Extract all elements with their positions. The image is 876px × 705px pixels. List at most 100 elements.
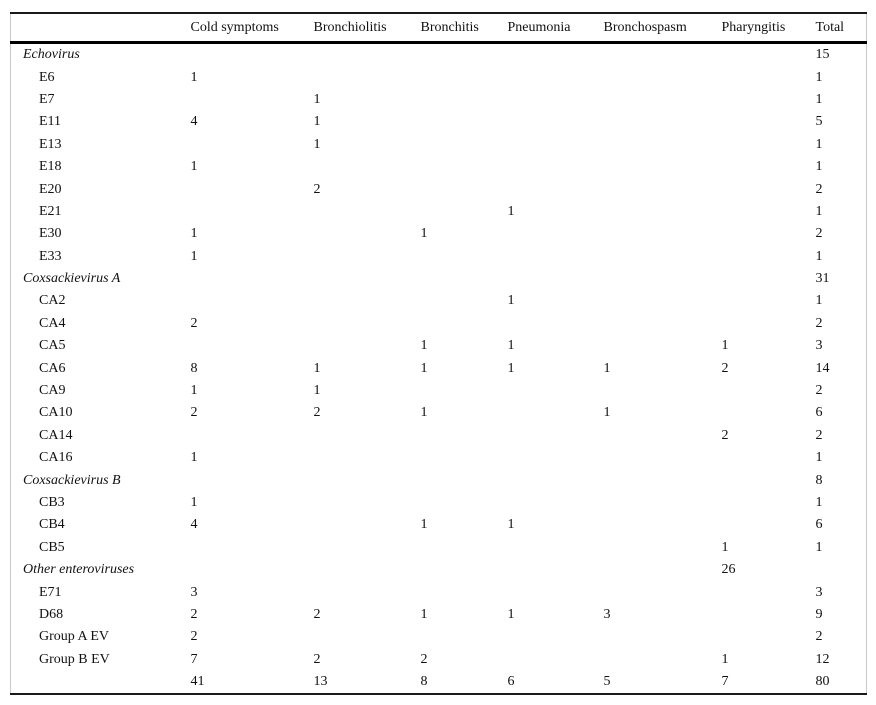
table-cell bbox=[421, 89, 508, 111]
table-cell: 1 bbox=[313, 360, 321, 376]
row-label: CA14 bbox=[39, 427, 73, 443]
table-cell bbox=[604, 425, 722, 447]
table-cell: 6 bbox=[507, 674, 515, 690]
table-cell bbox=[604, 649, 722, 671]
column-header-bronchiolitis: Bronchiolitis bbox=[313, 13, 421, 44]
table-cell bbox=[314, 246, 421, 268]
table-cell: 80 bbox=[815, 674, 830, 690]
table-cell bbox=[508, 492, 604, 514]
table-cell: 1 bbox=[815, 136, 823, 152]
table-cell bbox=[722, 447, 816, 469]
table-cell bbox=[604, 201, 722, 223]
table-cell bbox=[191, 201, 314, 223]
table-cell bbox=[421, 111, 508, 133]
table-cell bbox=[191, 537, 314, 559]
table-cell bbox=[421, 201, 508, 223]
table-cell: 2 bbox=[815, 315, 823, 331]
table-cell: 1 bbox=[815, 69, 823, 85]
table-cell bbox=[508, 380, 604, 402]
table-cell: 2 bbox=[190, 629, 198, 645]
row-label: Coxsackievirus A bbox=[23, 271, 121, 287]
table-cell bbox=[508, 246, 604, 268]
table-cell bbox=[421, 537, 508, 559]
table-row: E18 1 1 bbox=[11, 156, 867, 178]
table-cell bbox=[722, 246, 816, 268]
table-cell: 1 bbox=[420, 226, 428, 242]
table-cell bbox=[421, 425, 508, 447]
table-cell bbox=[722, 290, 816, 312]
table-cell bbox=[604, 313, 722, 335]
table-cell: 1 bbox=[815, 248, 823, 264]
table-cell bbox=[191, 290, 314, 312]
table-cell bbox=[604, 335, 722, 357]
table-cell bbox=[314, 581, 421, 603]
table-cell: 6 bbox=[815, 405, 823, 421]
table-cell bbox=[314, 223, 421, 245]
row-label: E18 bbox=[39, 159, 62, 175]
table-cell bbox=[508, 313, 604, 335]
table-cell bbox=[816, 559, 867, 581]
table-cell: 7 bbox=[721, 674, 729, 690]
table-cell: 1 bbox=[721, 338, 729, 354]
table-cell bbox=[421, 43, 508, 67]
table-cell bbox=[508, 402, 604, 424]
table-cell: 1 bbox=[507, 360, 515, 376]
table-cell bbox=[604, 268, 722, 290]
table-cell: 1 bbox=[420, 517, 428, 533]
table-cell: 3 bbox=[603, 606, 611, 622]
table-cell bbox=[722, 223, 816, 245]
row-label: E11 bbox=[39, 114, 62, 130]
table-row: Group B EV 7 2 2 1 12 bbox=[11, 649, 867, 671]
table-cell bbox=[508, 111, 604, 133]
table-cell bbox=[191, 43, 314, 67]
table-cell: 1 bbox=[190, 69, 198, 85]
row-label: CB4 bbox=[39, 517, 65, 533]
table-cell: 2 bbox=[420, 651, 428, 667]
row-label: E30 bbox=[39, 226, 62, 242]
table-cell: 3 bbox=[815, 338, 823, 354]
table-cell bbox=[722, 402, 816, 424]
table-row: E33 1 1 bbox=[11, 246, 867, 268]
table-cell: 3 bbox=[815, 584, 823, 600]
group-row: Coxsackievirus A 31 bbox=[11, 268, 867, 290]
table-cell: 1 bbox=[815, 159, 823, 175]
table-row: CA4 2 2 bbox=[11, 313, 867, 335]
table-cell bbox=[421, 380, 508, 402]
table-row: E7 1 1 bbox=[11, 89, 867, 111]
row-label: E33 bbox=[39, 248, 62, 264]
table-header: Cold symptoms Bronchiolitis Bronchitis P… bbox=[10, 13, 867, 44]
table-cell bbox=[508, 447, 604, 469]
table-cell: 1 bbox=[313, 91, 321, 107]
table-row: CB4 4 1 1 6 bbox=[11, 514, 867, 536]
table-row: CB5 1 1 bbox=[11, 537, 867, 559]
table-cell bbox=[421, 290, 508, 312]
table-cell: 13 bbox=[313, 674, 328, 690]
table-cell: 1 bbox=[721, 651, 729, 667]
row-label: E7 bbox=[39, 91, 55, 107]
table-cell bbox=[604, 111, 722, 133]
table-cell: 41 bbox=[190, 674, 205, 690]
table-cell: 1 bbox=[420, 606, 428, 622]
table-cell: 2 bbox=[190, 405, 198, 421]
table-row: E11 4 1 5 bbox=[11, 111, 867, 133]
table-cell: 1 bbox=[420, 405, 428, 421]
table-cell bbox=[314, 66, 421, 88]
table-cell bbox=[508, 89, 604, 111]
table-cell bbox=[508, 559, 604, 581]
table-cell bbox=[421, 581, 508, 603]
table-cell: 2 bbox=[313, 181, 321, 197]
table-cell bbox=[314, 469, 421, 491]
table-cell bbox=[191, 268, 314, 290]
table-cell bbox=[314, 290, 421, 312]
table-cell bbox=[604, 290, 722, 312]
table-cell: 1 bbox=[815, 203, 823, 219]
table-cell bbox=[421, 313, 508, 335]
header-row: Cold symptoms Bronchiolitis Bronchitis P… bbox=[10, 13, 867, 44]
table-cell: 12 bbox=[815, 651, 830, 667]
table-cell bbox=[508, 156, 604, 178]
table-cell: 6 bbox=[815, 517, 823, 533]
table-cell bbox=[421, 447, 508, 469]
table-cell bbox=[314, 201, 421, 223]
table-cell bbox=[421, 178, 508, 200]
